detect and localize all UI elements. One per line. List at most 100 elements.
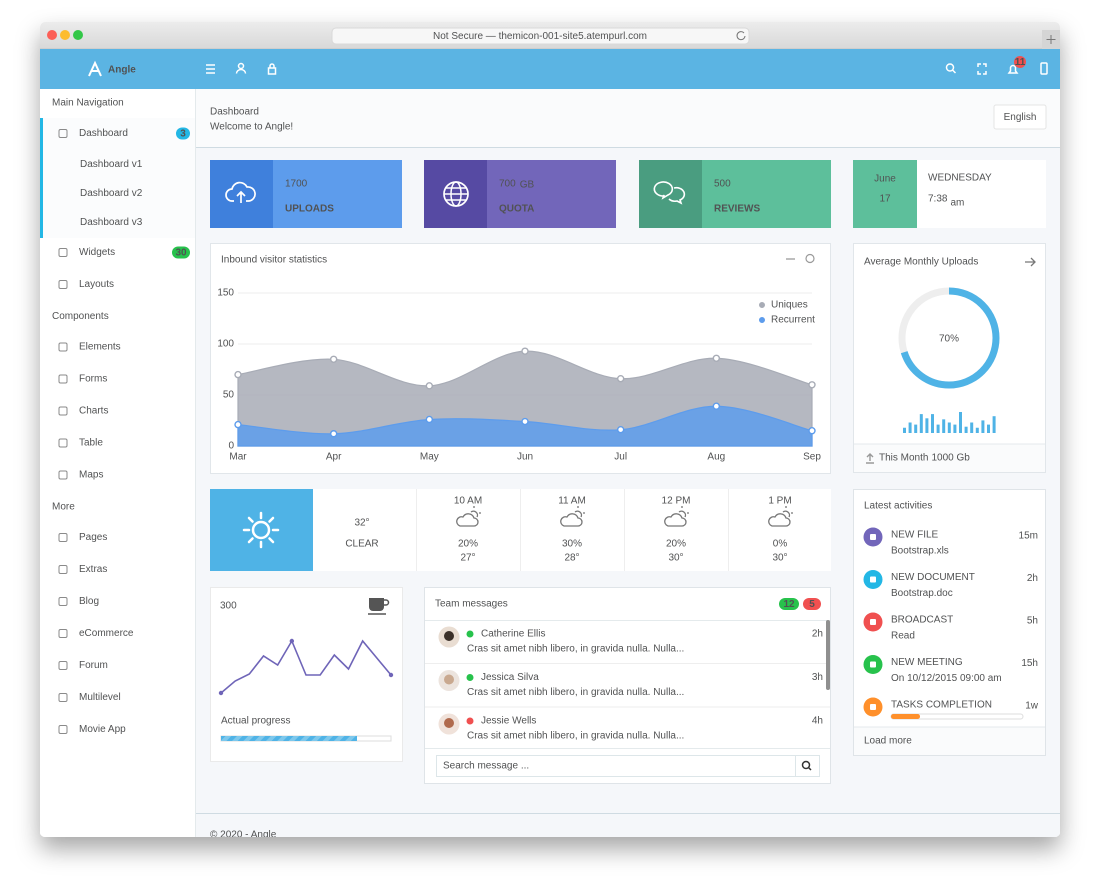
messages-panel — [424, 587, 831, 784]
uploads-footer-label: This Month — [879, 453, 928, 464]
brand-logo — [88, 60, 102, 77]
legend-swatch — [758, 301, 766, 309]
activity-time: 1w — [1025, 701, 1039, 712]
reload-icon[interactable] — [736, 31, 746, 41]
globe-icon — [444, 187, 468, 201]
search-button-icon[interactable] — [801, 760, 811, 770]
message-time: 4h — [812, 716, 823, 727]
nav-item[interactable]: Layouts — [79, 279, 114, 290]
message-badge-count: 5 — [809, 599, 815, 610]
activity-detail: Read — [891, 631, 915, 642]
forecast-chance: 0% — [773, 539, 788, 550]
lock-icon[interactable] — [267, 67, 277, 75]
search-input[interactable] — [436, 755, 820, 777]
date-card-day — [853, 160, 917, 228]
nav-subitem[interactable]: Dashboard v3 — [80, 217, 143, 228]
nav-icon — [58, 280, 68, 289]
x-tick-label: Jun — [517, 452, 533, 463]
nav-item[interactable]: Movie App — [79, 724, 126, 735]
arrow-icon[interactable] — [1025, 257, 1036, 267]
nav-item[interactable]: Forms — [79, 374, 107, 385]
address-text: Not Secure — themicon-001-site5.atempurl… — [433, 31, 647, 42]
spark-bar — [959, 412, 962, 433]
date-day: 17 — [879, 194, 891, 205]
nav-item[interactable]: Multilevel — [79, 692, 121, 703]
uploads-footer — [854, 444, 1045, 472]
load-more[interactable]: Load more — [864, 736, 912, 747]
message-author[interactable]: Jessica Silva — [481, 672, 539, 683]
avatar-face — [444, 631, 454, 641]
window-button[interactable] — [73, 30, 83, 40]
legend-label: Recurrent — [771, 315, 815, 326]
menu-icon[interactable] — [206, 64, 215, 74]
nav-icon — [58, 470, 68, 480]
cup-icon — [369, 598, 384, 611]
nav-badge — [176, 127, 190, 140]
message-text: Cras sit amet nibh libero, in gravida nu… — [467, 644, 684, 655]
nav-item[interactable]: Charts — [79, 406, 108, 417]
forecast-icon — [664, 506, 689, 527]
address-bar[interactable] — [331, 27, 750, 45]
page-title: Dashboard — [210, 107, 259, 118]
spark-bar — [908, 422, 912, 433]
forecast-temperature: 30° — [668, 553, 683, 564]
search-icon[interactable] — [945, 63, 955, 72]
forecast-chance: 30% — [562, 539, 582, 550]
window-button[interactable] — [60, 30, 70, 40]
spark-bar — [925, 418, 929, 433]
message-time: 2h — [812, 629, 823, 640]
bell-icon[interactable] — [1007, 64, 1019, 74]
x-tick-label: Jul — [614, 452, 627, 463]
language-button[interactable] — [993, 104, 1047, 130]
activity-title: TASKS COMPLETION — [891, 700, 992, 711]
user-icon[interactable] — [237, 62, 245, 70]
page-subtitle: Welcome to Angle! — [210, 122, 293, 133]
sidebar-toggle-icon[interactable] — [1040, 62, 1048, 75]
notification-count: 11 — [1015, 57, 1026, 68]
nav-item[interactable]: Pages — [79, 532, 107, 543]
nav-item[interactable]: Table — [79, 438, 103, 449]
lock-icon — [269, 63, 275, 68]
nav-item[interactable]: Widgets — [79, 247, 115, 258]
message-author[interactable]: Catherine Ellis — [481, 629, 545, 640]
forecast-chance: 20% — [458, 539, 478, 550]
nav-item[interactable]: Blog — [79, 596, 99, 607]
nav-item[interactable]: Elements — [79, 342, 121, 353]
y-tick-label: 100 — [217, 339, 234, 350]
nav-item[interactable]: Maps — [79, 470, 103, 481]
nav-item[interactable]: eCommerce — [79, 628, 134, 639]
brand-name: Angle — [108, 65, 136, 76]
x-tick-label: Mar — [229, 452, 247, 463]
forecast-icon — [560, 506, 585, 527]
user-icon — [235, 68, 247, 74]
spark-bar — [931, 414, 934, 433]
nav-item[interactable]: Dashboard — [79, 128, 128, 139]
stat-label: REVIEWS — [714, 204, 760, 215]
gauge-arc — [898, 287, 1000, 389]
sun-ray — [268, 516, 275, 523]
forecast-time: 1 PM — [768, 496, 791, 507]
x-tick-label: Sep — [803, 452, 821, 463]
window-button[interactable] — [47, 30, 57, 40]
spark-bar — [947, 422, 951, 433]
stat-value: 500 — [714, 179, 731, 190]
nav-item[interactable]: Extras — [79, 564, 107, 575]
stat-value: 1700 — [285, 179, 308, 190]
weather-condition: CLEAR — [345, 539, 378, 550]
data-point — [329, 430, 338, 438]
nav-subitem[interactable]: Dashboard v1 — [80, 159, 143, 170]
message-author[interactable]: Jessie Wells — [481, 716, 536, 727]
footer-text: © 2020 - Angle — [210, 830, 277, 841]
search-icon — [951, 69, 957, 74]
forecast-temperature: 30° — [772, 553, 787, 564]
refresh-icon[interactable] — [805, 253, 815, 264]
progress-total: 300 — [220, 601, 237, 612]
spark-bar — [919, 414, 923, 433]
nav-item[interactable]: Forum — [79, 660, 108, 671]
data-point — [234, 370, 242, 379]
window-content: Not Secure — themicon-001-site5.atempurl… — [40, 22, 1060, 841]
fullscreen-icon[interactable] — [977, 63, 987, 75]
nav-subitem[interactable]: Dashboard v2 — [80, 188, 143, 199]
language-label: English — [1004, 112, 1037, 123]
